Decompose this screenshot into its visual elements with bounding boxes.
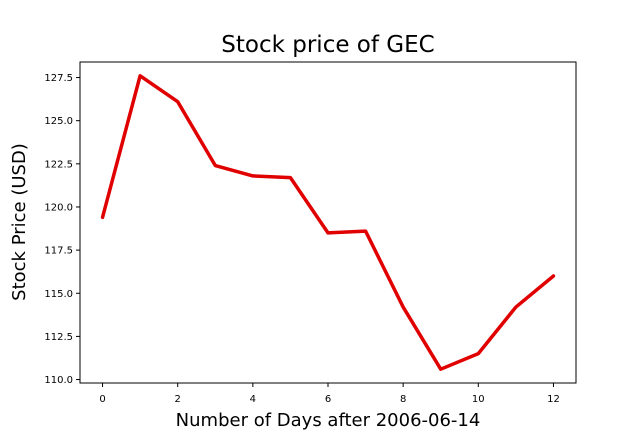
x-axis-label: Number of Days after 2006-06-14 [176, 410, 481, 431]
plot-area-frame [79, 61, 577, 384]
x-tick-label: 2 [175, 394, 181, 405]
x-tick-label: 6 [325, 394, 331, 405]
y-tick-label: 115.0 [44, 289, 73, 300]
x-tick-label: 4 [250, 394, 256, 405]
x-tick-label: 12 [547, 394, 560, 405]
y-tick-label: 117.5 [44, 246, 73, 257]
y-axis-ticks: 110.0 112.5 115.0 117.5 120.0 122.5 125.0 127.5 [44, 73, 80, 386]
y-tick-label: 127.5 [44, 73, 73, 84]
y-tick-label: 110.0 [44, 375, 73, 386]
y-tick-label: 125.0 [44, 116, 73, 127]
x-tick-label: 8 [400, 394, 406, 405]
x-tick-label: 0 [99, 394, 105, 405]
x-tick-label: 10 [472, 394, 485, 405]
y-tick-label: 112.5 [44, 332, 73, 343]
x-axis-ticks: 0 2 4 6 8 10 12 [99, 383, 560, 405]
y-tick-label: 122.5 [44, 159, 73, 170]
y-axis-label: Stock Price (USD) [9, 143, 30, 301]
series-line-stock-price [100, 74, 556, 371]
chart-title: Stock price of GEC [221, 32, 434, 58]
y-tick-label: 120.0 [44, 202, 73, 213]
